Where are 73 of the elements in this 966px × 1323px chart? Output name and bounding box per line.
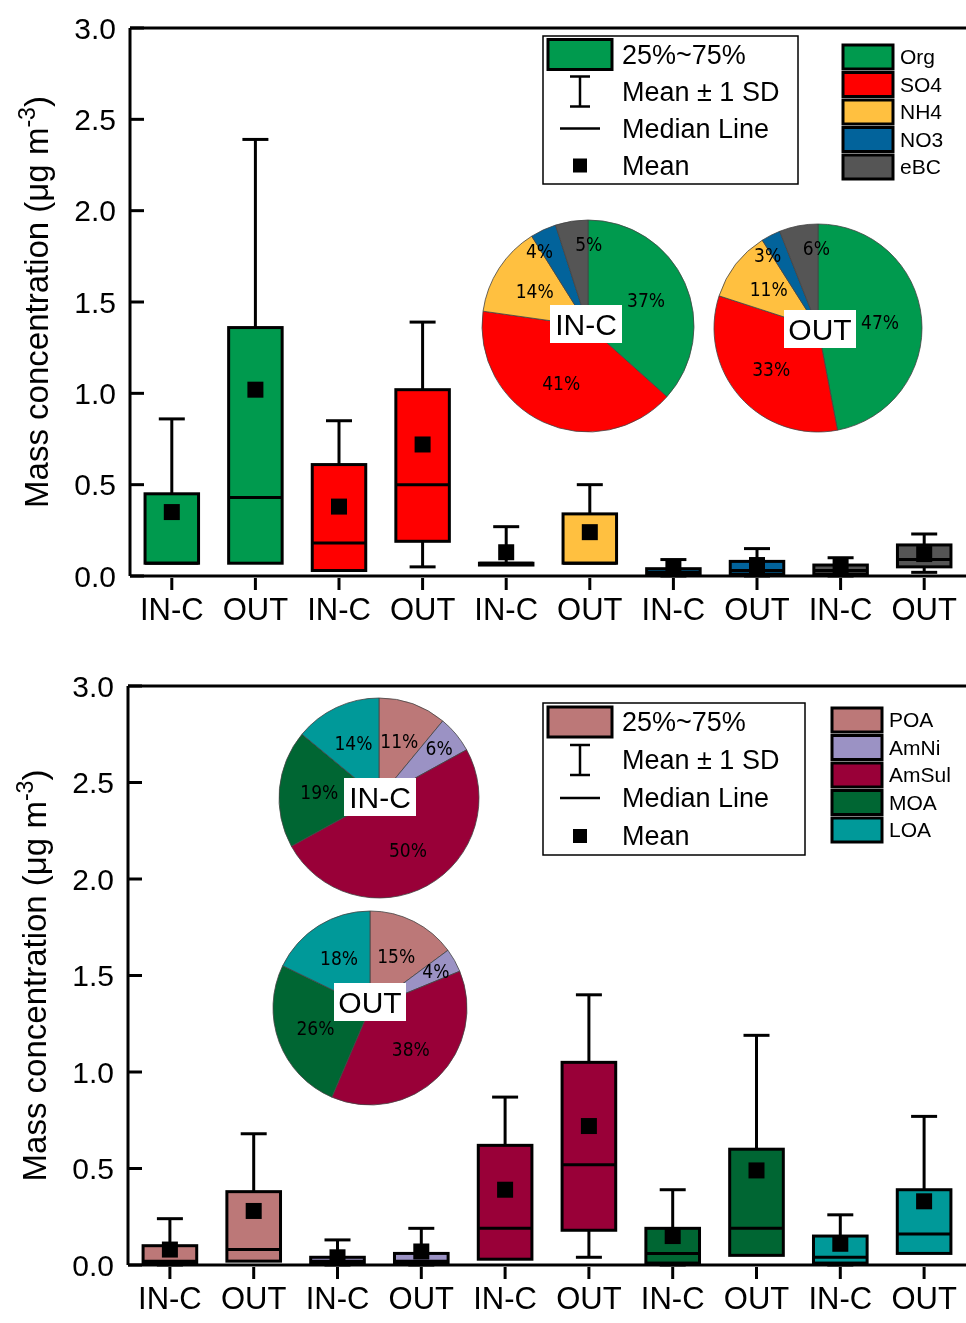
legend-label: SO4 [900,72,943,96]
annotation: Mean [622,821,690,852]
text: IN-C [555,307,617,341]
y-tick-label: 3.0 [72,669,114,703]
annotation: Mean [622,150,690,181]
x-tick-label: OUT [724,592,790,627]
legend-label: NH4 [900,100,943,124]
data-label: 11% [749,278,788,301]
legend-label: AmNi [889,735,941,759]
data-label: 14% [515,280,554,303]
x-tick-label: IN-C [808,1281,873,1316]
x-tick-label: IN-C [808,592,873,627]
annotation: Median Line [622,113,770,144]
annotation: 25%~75% [622,707,746,738]
data-label: 5% [575,232,603,255]
x-tick-label: IN-C [138,1281,202,1316]
y-tick-label: 0.5 [74,468,116,502]
x-tick-label: OUT [388,1281,455,1316]
legend-label: Org [900,45,936,69]
y-tick-label: 2.5 [74,102,116,136]
y-tick-label: 1.5 [74,285,116,319]
x-tick-label: IN-C [473,1281,537,1316]
data-label: 37% [627,288,666,311]
x-tick-label: OUT [220,1281,287,1316]
annotation: Mean ± 1 SD [622,745,780,776]
y-tick-label: 1.0 [74,376,116,410]
text: IN-C [349,780,411,814]
data-label: 11% [380,730,419,753]
x-tick-label: OUT [222,592,289,627]
legend-label: eBC [900,155,941,179]
legend-label: LOA [889,818,932,842]
x-tick-label: IN-C [307,592,371,627]
legend-label: NO3 [900,127,944,151]
legend-label: AmSul [889,763,951,787]
data-label: 41% [542,372,581,395]
data-label: 18% [320,947,359,970]
y-tick-label: 0.5 [72,1152,114,1185]
y-tick-label: 1.0 [72,1055,114,1089]
x-tick-label: IN-C [305,1281,370,1316]
y-tick-label: 2.0 [74,194,116,228]
annotation: Median Line [622,783,770,814]
legend-label: POA [889,708,934,732]
x-tick-label: IN-C [474,592,539,627]
x-tick-label: OUT [557,592,623,627]
x-tick-label: OUT [723,1281,790,1316]
data-label: 4% [422,959,450,982]
y-tick-label: 1.5 [72,959,114,992]
data-label: 33% [752,357,791,380]
x-tick-label: OUT [891,1281,957,1316]
data-label: 47% [861,310,900,333]
data-label: 38% [391,1038,430,1061]
y-tick-label: 0.0 [72,1248,114,1282]
x-tick-label: OUT [891,592,957,627]
annotation: Mean ± 1 SD [622,76,780,107]
data-label: 50% [388,839,427,862]
x-tick-label: OUT [556,1281,622,1316]
y-tick-label: 2.5 [72,766,114,799]
annotation: 25%~75% [622,39,746,70]
x-tick-label: IN-C [139,592,204,627]
x-tick-label: IN-C [640,1281,705,1316]
data-label: 26% [296,1017,335,1040]
y-tick-label: 0.0 [74,559,116,593]
y-tick-label: 2.0 [72,862,114,896]
text: OUT [788,312,852,346]
data-label: 14% [334,732,373,755]
y-tick-label: 3.0 [74,11,116,45]
data-label: 15% [377,944,416,967]
legend-label: MOA [889,790,937,814]
data-label: 19% [300,781,339,803]
data-label: 6% [425,736,453,759]
x-tick-label: OUT [389,592,456,627]
text: OUT [338,985,402,1019]
x-tick-label: IN-C [641,592,706,627]
